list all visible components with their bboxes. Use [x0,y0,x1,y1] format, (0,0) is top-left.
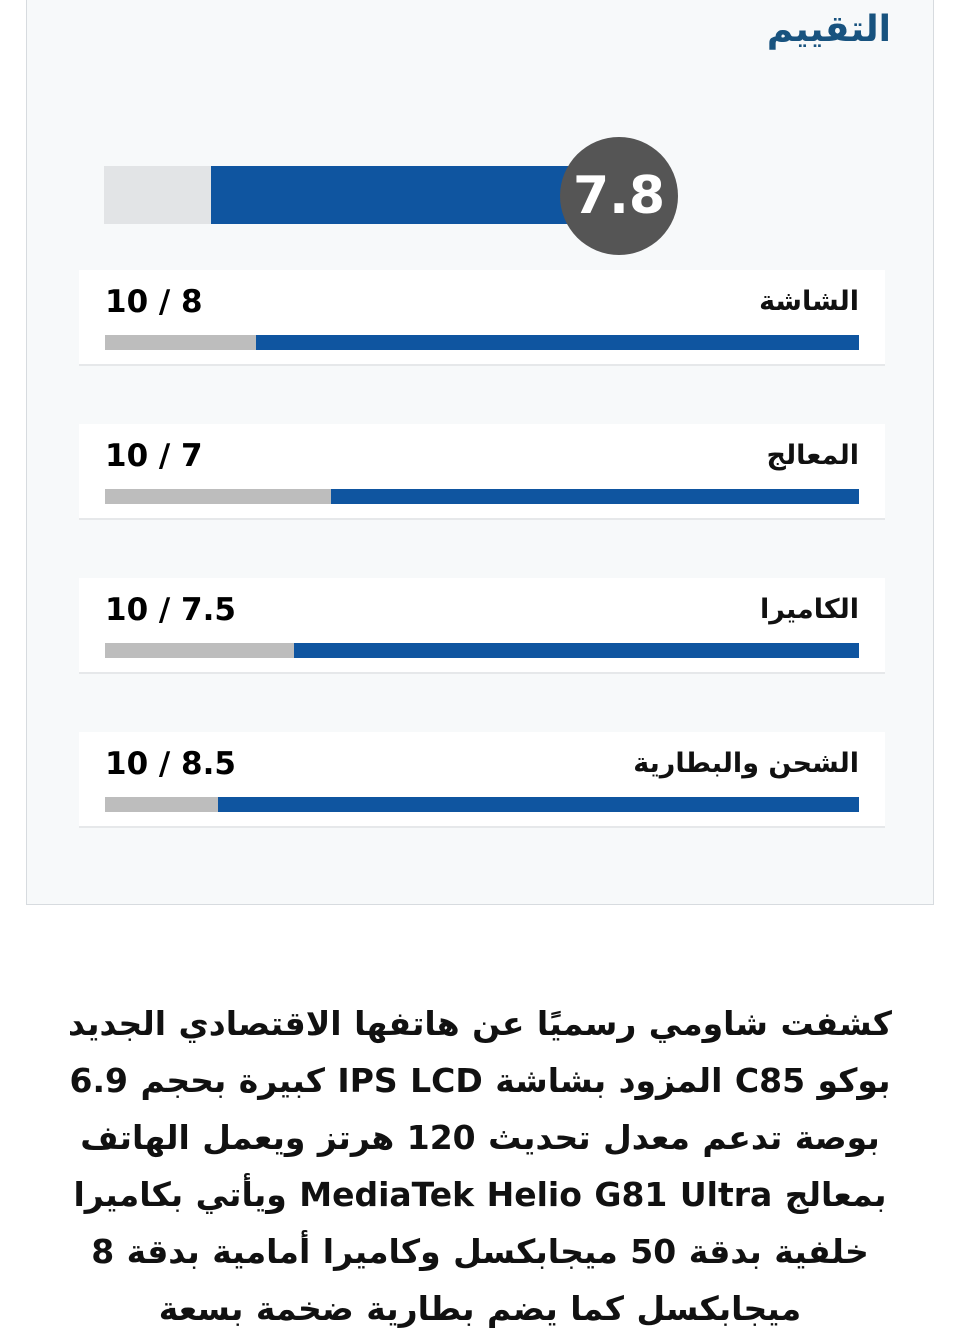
criteria-score-fill [218,797,859,812]
criteria-row: المعالج 10 / 7 [79,424,885,520]
criteria-label: الكاميرا [759,594,859,625]
criteria-row: الكاميرا 10 / 7.5 [79,578,885,674]
criteria-score-text: 10 / 7 [105,438,203,474]
criteria-score-fill [293,643,859,658]
article-paragraph: كشفت شاومي رسميًا عن هاتفها الاقتصادي ال… [68,1004,892,1328]
criteria-score-fill [255,335,859,350]
criteria-label: الشحن والبطارية [633,748,859,779]
overall-score-meter: 7.8 [78,137,884,300]
criteria-score-text: 10 / 8 [105,284,203,320]
criteria-row: الشاشة 10 / 8 [79,270,885,366]
overall-score-badge: 7.8 [560,137,678,255]
criteria-score-track [105,489,859,504]
criteria-score-fill [331,489,859,504]
criteria-score-text: 10 / 8.5 [105,746,236,782]
rating-card: التقييم 7.8 الشاشة 10 / 8 المعالج 10 / 7 الك… [26,0,934,905]
criteria-list: الشاشة 10 / 8 المعالج 10 / 7 الكاميرا 10 / 7.… [79,270,885,828]
criteria-row: الشحن والبطارية 10 / 8.5 [79,732,885,828]
criteria-score-track [105,797,859,812]
criteria-score-track [105,335,859,350]
criteria-label: المعالج [766,440,859,471]
criteria-score-track [105,643,859,658]
page-title: التقييم [766,9,891,50]
overall-score-track [104,166,637,224]
criteria-label: الشاشة [759,286,859,317]
criteria-score-text: 10 / 7.5 [105,592,236,628]
